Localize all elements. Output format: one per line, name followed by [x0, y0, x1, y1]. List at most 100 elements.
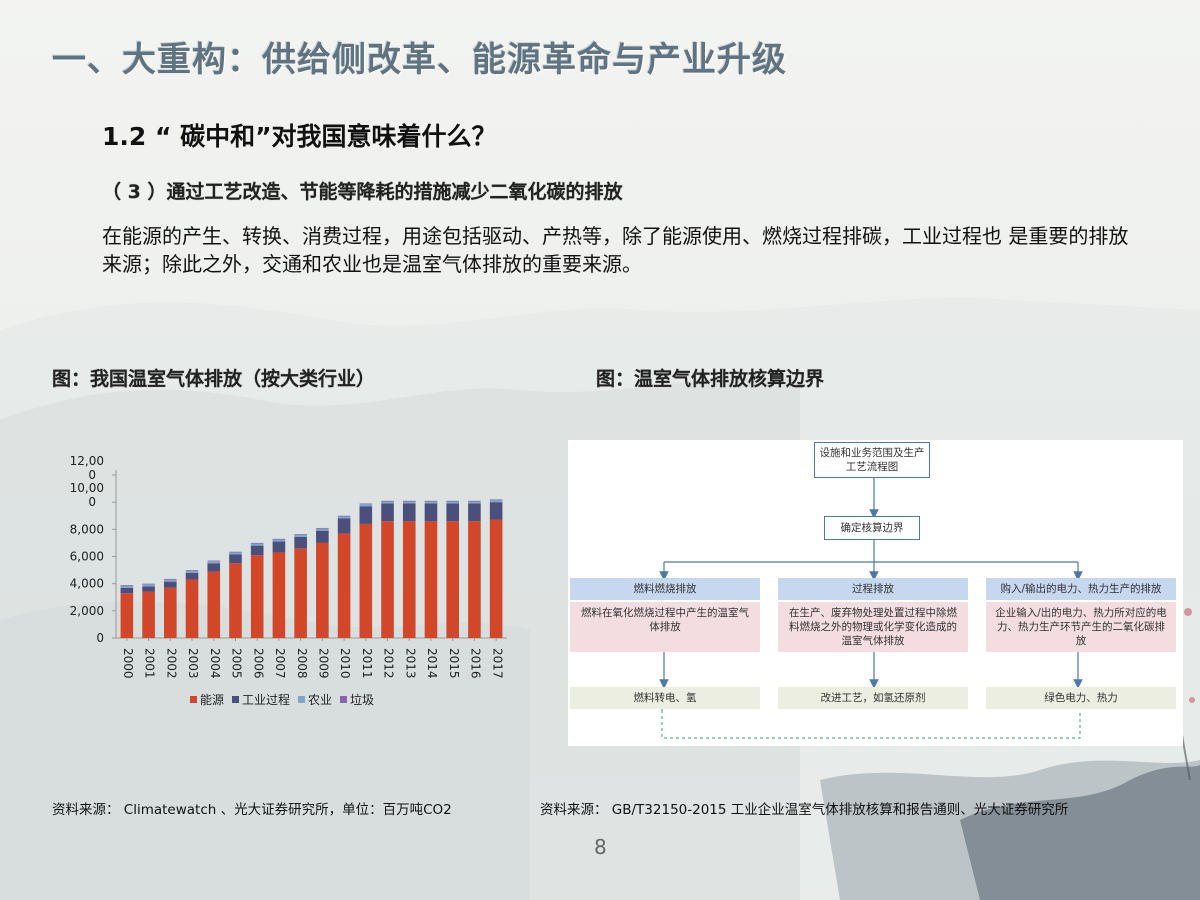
bar-segment-2011: [359, 523, 373, 638]
bar-segment-2002: [164, 587, 177, 638]
purchased-energy-description: 企业输入/出的电力、热力所对应的电力、热力生产环节产生的二氧化碳排放: [986, 602, 1176, 652]
y-tick-label: 8,000: [70, 522, 104, 536]
bar-segment-2005: [229, 563, 242, 638]
bar-segment-2012: [381, 503, 394, 522]
bar-segment-2008: [294, 536, 307, 549]
bar-segment-2017: [489, 500, 503, 503]
bar-segment-2005: [229, 552, 242, 555]
bar-segment-2001: [142, 591, 155, 638]
bar-segment-2009: [316, 527, 329, 529]
bar-segment-2016: [468, 521, 481, 638]
bar-segment-2003: [185, 579, 199, 638]
x-tick-label: 2007: [273, 648, 287, 679]
y-tick-label: 4,000: [70, 577, 104, 591]
bar-segment-2014: [424, 500, 438, 502]
bar-segment-2002: [164, 581, 177, 588]
bar-segment-2015: [446, 503, 459, 522]
x-tick-label: 2013: [403, 648, 417, 679]
flowchart-connectors: [659, 478, 1083, 739]
y-tick-label: 2,000: [70, 604, 104, 618]
legend-label: 农业: [308, 693, 332, 707]
x-tick-label: 2005: [230, 648, 244, 679]
x-tick-label: 2015: [447, 648, 461, 679]
bar-segment-2008: [294, 534, 307, 537]
bar-segment-2006: [250, 555, 264, 638]
process-emission-measure: 改进工艺，如氢还原剂: [778, 687, 968, 709]
legend-swatch: [190, 696, 197, 703]
bar-segment-2006: [250, 542, 264, 544]
y-tick-label: 12,00 0: [70, 454, 104, 482]
bar-segment-2016: [468, 500, 481, 502]
fuel-combustion-header: 燃料燃烧排放: [570, 578, 760, 600]
process-emission-description: 在生产、废弃物处理处置过程中除燃料燃烧之外的物理或化学变化造成的温室气体排放: [778, 602, 968, 652]
fuel-combustion-description: 燃料在氧化燃烧过程中产生的温室气体排放: [570, 602, 760, 652]
bar-segment-2009: [316, 542, 329, 638]
x-tick-label: 2004: [208, 648, 222, 679]
x-tick-label: 2009: [317, 648, 331, 679]
bar-segment-2001: [142, 583, 155, 585]
x-tick-label: 2002: [164, 648, 178, 679]
body-paragraph: 在能源的产生、转换、消费过程，用途包括驱动、产热等，除了能源使用、燃烧过程排碳，…: [102, 224, 1129, 276]
x-tick-label: 2008: [295, 648, 309, 679]
x-tick-label: 2000: [121, 648, 135, 679]
x-tick-label: 2012: [382, 648, 396, 679]
bar-segment-2000: [120, 585, 134, 586]
left-figure-source: 资料来源： Climatewatch 、光大证券研究所，单位：百万吨CO2: [52, 802, 452, 818]
fuel-combustion-measure: 燃料转电、氢: [570, 687, 760, 709]
section-heading: （ 3 ）通过工艺改造、节能等降耗的措施减少二氧化碳的排放: [102, 181, 623, 203]
bar-segment-2003: [185, 570, 199, 571]
bar-segment-2001: [142, 586, 155, 592]
flow-top-box: 设施和业务范围及生产工艺流程图: [814, 442, 930, 478]
bar-segment-2006: [250, 545, 264, 556]
bar-segment-2014: [424, 501, 438, 504]
bar-segment-2006: [250, 543, 264, 546]
bar-segment-2000: [120, 585, 134, 588]
bar-segment-2003: [185, 570, 199, 573]
bar-segment-2017: [489, 499, 503, 501]
bar-segment-2007: [272, 539, 286, 542]
bar-segment-2002: [164, 579, 177, 582]
right-figure-title: 图：温室气体排放核算边界: [596, 368, 825, 390]
bar-segment-2013: [402, 521, 416, 638]
bar-segment-2004: [207, 561, 221, 564]
bar-segment-2010: [337, 516, 351, 519]
bar-segment-2016: [468, 503, 481, 522]
bar-segment-2011: [359, 506, 373, 524]
flow-boundary-box: 确定核算边界: [824, 516, 920, 540]
legend-swatch: [298, 696, 305, 703]
bar-segment-2008: [294, 534, 307, 535]
bar-segment-2012: [381, 501, 394, 504]
bar-segment-2011: [359, 503, 373, 505]
legend-swatch: [340, 696, 347, 703]
legend-swatch: [232, 696, 239, 703]
bar-segment-2017: [489, 502, 503, 520]
bar-segment-2016: [468, 501, 481, 504]
bar-segment-2009: [316, 530, 329, 543]
section-subtitle: 1.2 “ 碳中和”对我国意味着什么？: [102, 122, 497, 151]
bar-segment-2010: [337, 515, 351, 517]
bar-segment-2002: [164, 578, 177, 580]
bar-segment-2007: [272, 538, 286, 540]
left-figure-title: 图：我国温室气体排放（按大类行业）: [52, 368, 376, 390]
bar-segment-2012: [381, 521, 394, 638]
x-tick-label: 2001: [143, 648, 157, 679]
purchased-energy-header: 购入/输出的电力、热力生产的排放: [986, 578, 1176, 600]
bar-segment-2009: [316, 528, 329, 531]
x-tick-label: 2017: [490, 648, 504, 679]
bar-segment-2011: [359, 504, 373, 507]
bar-segment-2013: [402, 503, 416, 522]
bar-segment-2012: [381, 500, 394, 502]
bar-segment-2015: [446, 501, 459, 504]
bar-segment-2005: [229, 554, 242, 564]
bar-segment-2003: [185, 572, 199, 580]
bar-segment-2007: [272, 541, 286, 553]
x-tick-label: 2016: [469, 648, 483, 679]
page-number: 8: [594, 835, 607, 859]
bar-segment-2004: [207, 563, 221, 572]
bar-segment-2000: [120, 593, 134, 638]
legend-label: 垃圾: [350, 692, 374, 707]
bar-segment-2010: [337, 518, 351, 534]
bar-segment-2004: [207, 560, 221, 562]
bar-segment-2000: [120, 587, 134, 594]
bar-segment-2001: [142, 584, 155, 587]
